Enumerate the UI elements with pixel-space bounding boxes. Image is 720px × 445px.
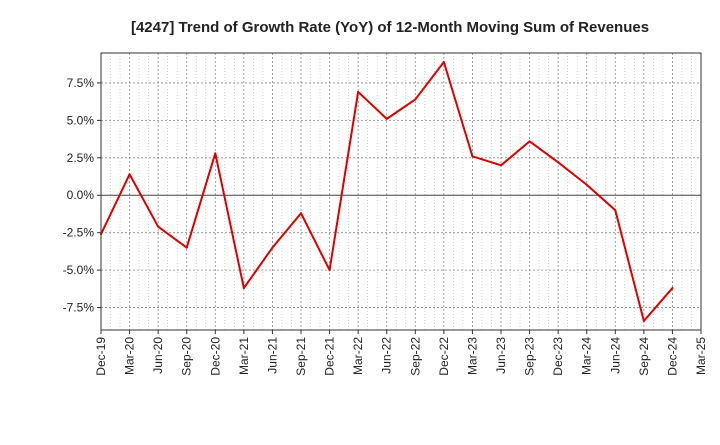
data-point <box>528 140 531 143</box>
x-tick-label: Sep-24 <box>637 337 651 376</box>
x-axis-ticks: Dec-19 Mar-20 Jun-20 Sep-20 Dec-20 Mar-21 Jun-… <box>94 330 708 376</box>
y-tick-label: -2.5% <box>63 226 95 240</box>
data-point <box>385 117 388 120</box>
data-point <box>471 155 474 158</box>
y-axis-ticks: 7.5% 5.0% 2.5% 0.0% -2.5% -5.0% -7.5% <box>63 76 101 315</box>
data-point <box>271 246 274 249</box>
x-tick-label: Jun-21 <box>265 337 279 374</box>
data-point <box>128 173 131 176</box>
data-point <box>414 98 417 101</box>
x-tick-label: Dec-19 <box>94 337 108 376</box>
y-tick-label: -5.0% <box>63 263 95 277</box>
x-tick-label: Mar-23 <box>465 337 479 375</box>
x-tick-label: Jun-23 <box>494 337 508 374</box>
x-tick-label: Sep-23 <box>523 337 537 376</box>
y-tick-label: 7.5% <box>67 76 95 90</box>
data-point <box>214 152 217 155</box>
x-tick-label: Mar-24 <box>580 337 594 375</box>
data-point <box>614 209 617 212</box>
data-point <box>642 320 645 323</box>
y-tick-label: 0.0% <box>67 188 95 202</box>
x-tick-label: Mar-22 <box>351 337 365 375</box>
data-point <box>500 164 502 167</box>
y-tick-label: -7.5% <box>63 301 95 315</box>
data-point <box>242 287 245 290</box>
x-tick-label: Dec-23 <box>551 337 565 376</box>
data-point <box>157 225 160 228</box>
grid-lines <box>100 53 702 330</box>
y-tick-label: 5.0% <box>67 113 95 127</box>
x-tick-label: Mar-20 <box>123 337 137 375</box>
data-point <box>557 161 560 164</box>
chart-title: [4247] Trend of Growth Rate (YoY) of 12-… <box>131 19 649 36</box>
x-tick-label: Sep-20 <box>180 337 194 376</box>
x-tick-label: Sep-21 <box>294 337 308 376</box>
data-point <box>442 60 445 63</box>
x-tick-label: Dec-20 <box>208 337 222 376</box>
x-tick-label: Mar-25 <box>694 337 708 375</box>
x-tick-label: Jun-22 <box>380 337 394 374</box>
data-point <box>328 269 331 272</box>
x-tick-label: Mar-21 <box>237 337 251 375</box>
x-tick-label: Dec-24 <box>665 337 679 376</box>
x-tick-label: Jun-20 <box>151 337 165 374</box>
data-point <box>585 183 588 186</box>
data-point <box>671 287 674 290</box>
plot-frame <box>100 52 702 331</box>
data-point <box>185 246 188 249</box>
data-point <box>300 212 302 215</box>
data-point <box>357 90 360 93</box>
x-tick-label: Jun-24 <box>608 337 622 374</box>
x-tick-label: Dec-22 <box>437 337 451 376</box>
x-tick-label: Dec-21 <box>323 337 337 376</box>
x-tick-label: Sep-22 <box>408 337 422 376</box>
y-tick-label: 2.5% <box>67 151 95 165</box>
